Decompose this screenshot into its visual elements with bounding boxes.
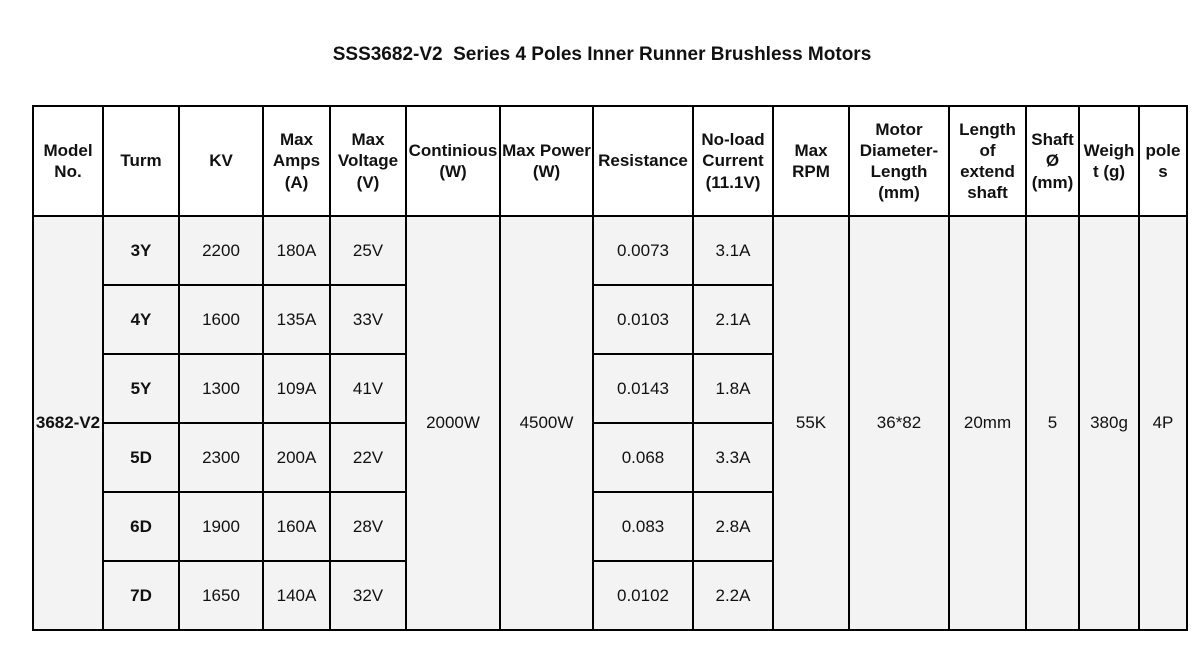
kv-cell: 2300 — [178, 422, 264, 493]
max-voltage-cell: 33V — [329, 284, 407, 355]
shaft-diameter-cell: 5 — [1025, 215, 1080, 631]
turn-cell: 6D — [102, 491, 180, 562]
header-continuous: Continious (W) — [405, 105, 501, 217]
header-noload-current: No-load Current (11.1V) — [692, 105, 774, 217]
header-poles: pole s — [1138, 105, 1188, 217]
turn-cell: 7D — [102, 560, 180, 631]
max-voltage-cell: 22V — [329, 422, 407, 493]
noload-current-cell: 3.1A — [692, 215, 774, 286]
header-max-amps: Max Amps (A) — [262, 105, 331, 217]
header-max-power: Max Power (W) — [499, 105, 594, 217]
noload-current-cell: 2.2A — [692, 560, 774, 631]
resistance-cell: 0.0102 — [592, 560, 694, 631]
resistance-cell: 0.0143 — [592, 353, 694, 424]
table-row: 5D 2300 200A 22V 0.068 3.3A — [33, 422, 1187, 493]
page-title: SSS3682-V2 Series 4 Poles Inner Runner B… — [332, 44, 872, 65]
noload-current-cell: 3.3A — [692, 422, 774, 493]
model-cell: 3682-V2 — [32, 215, 104, 631]
resistance-cell: 0.083 — [592, 491, 694, 562]
header-motor-diameter: Motor Diameter- Length (mm) — [848, 105, 950, 217]
shaft-length-cell: 20mm — [948, 215, 1027, 631]
header-weight: Weigh t (g) — [1078, 105, 1140, 217]
turn-cell: 3Y — [102, 215, 180, 286]
turn-cell: 5Y — [102, 353, 180, 424]
max-voltage-cell: 25V — [329, 215, 407, 286]
kv-cell: 1900 — [178, 491, 264, 562]
kv-cell: 1650 — [178, 560, 264, 631]
max-amps-cell: 109A — [262, 353, 331, 424]
max-voltage-cell: 32V — [329, 560, 407, 631]
max-amps-cell: 200A — [262, 422, 331, 493]
weight-cell: 380g — [1078, 215, 1140, 631]
header-row: Model No. Turm KV Max Amps (A) Max Volta… — [32, 105, 1188, 217]
table-row: 6D 1900 160A 28V 0.083 2.8A — [33, 491, 1187, 562]
kv-cell: 1300 — [178, 353, 264, 424]
kv-cell: 1600 — [178, 284, 264, 355]
spec-table: Model No. Turm KV Max Amps (A) Max Volta… — [32, 105, 1188, 631]
max-voltage-cell: 41V — [329, 353, 407, 424]
table-row: 4Y 1600 135A 33V 0.0103 2.1A — [33, 284, 1187, 355]
noload-current-cell: 2.8A — [692, 491, 774, 562]
header-max-rpm: Max RPM — [772, 105, 850, 217]
turn-cell: 4Y — [102, 284, 180, 355]
max-amps-cell: 140A — [262, 560, 331, 631]
header-shaft-diameter: Shaft Ø (mm) — [1025, 105, 1080, 217]
header-max-voltage: Max Voltage (V) — [329, 105, 407, 217]
noload-current-cell: 1.8A — [692, 353, 774, 424]
motor-diameter-cell: 36*82 — [848, 215, 950, 631]
max-amps-cell: 180A — [262, 215, 331, 286]
header-shaft-length: Length of extend shaft — [948, 105, 1027, 217]
max-amps-cell: 160A — [262, 491, 331, 562]
resistance-cell: 0.068 — [592, 422, 694, 493]
table-row: 3682-V2 3Y 2200 180A 25V 2000W 4500W 0.0… — [32, 215, 1188, 631]
header-kv: KV — [178, 105, 264, 217]
turn-cell: 5D — [102, 422, 180, 493]
poles-cell: 4P — [1138, 215, 1188, 631]
continuous-cell: 2000W — [405, 215, 501, 631]
header-turn: Turm — [102, 105, 180, 217]
max-power-cell: 4500W — [499, 215, 594, 631]
header-resistance: Resistance — [592, 105, 694, 217]
noload-current-cell: 2.1A — [692, 284, 774, 355]
table-row: 7D 1650 140A 32V 0.0102 2.2A — [33, 560, 1187, 631]
resistance-cell: 0.0073 — [592, 215, 694, 286]
max-amps-cell: 135A — [262, 284, 331, 355]
max-voltage-cell: 28V — [329, 491, 407, 562]
max-rpm-cell: 55K — [772, 215, 850, 631]
kv-cell: 2200 — [178, 215, 264, 286]
resistance-cell: 0.0103 — [592, 284, 694, 355]
header-model: Model No. — [32, 105, 104, 217]
table-row: 5Y 1300 109A 41V 0.0143 1.8A — [33, 353, 1187, 424]
